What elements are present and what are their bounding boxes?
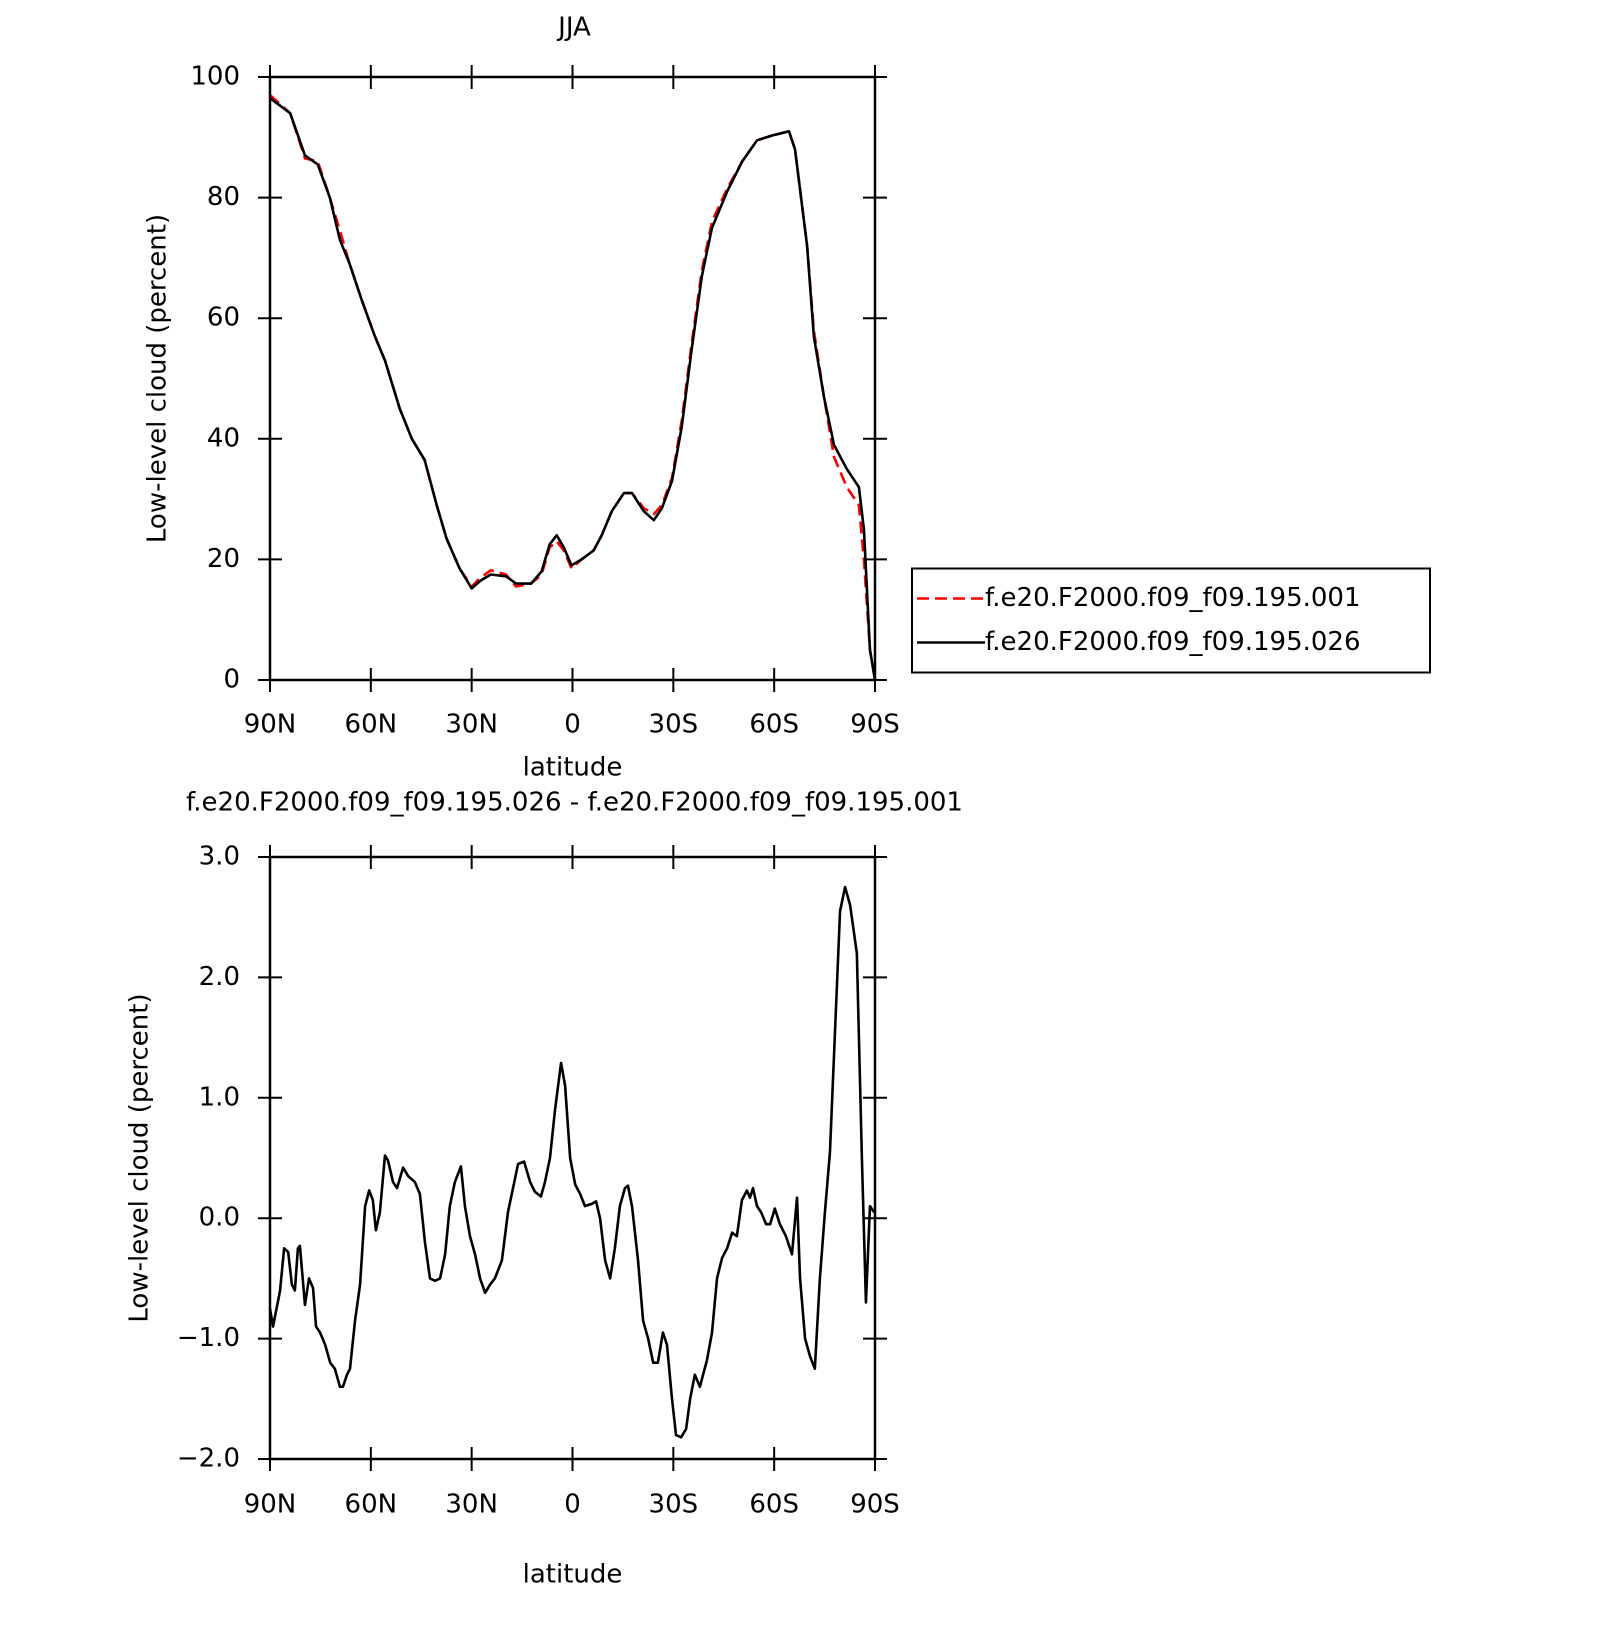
chart-title: f.e20.F2000.f09_f09.195.026 - f.e20.F200… [186,788,963,818]
legend-box [911,567,1431,674]
x-tick-label: 0 [564,1490,581,1520]
x-tick-label: 60N [345,710,398,740]
x-axis-label: latitude [523,753,623,783]
x-tick-label: 30N [445,1490,498,1520]
legend-label: f.e20.F2000.f09_f09.195.001 [985,583,1361,613]
x-tick-label: 90S [850,710,900,740]
x-tick-label: 60N [345,1490,398,1520]
y-tick-label: 2.0 [199,962,240,992]
y-tick-label: 40 [207,423,240,453]
y-tick-label: 0 [223,665,240,695]
y-tick-label: 60 [207,303,240,333]
y-tick-label: 100 [190,62,240,92]
x-tick-label: 0 [564,710,581,740]
x-tick-label: 30S [649,1490,699,1520]
x-tick-label: 90N [244,1490,297,1520]
y-tick-label: 1.0 [199,1082,240,1112]
x-tick-label: 60S [749,710,799,740]
y-tick-label: 80 [207,182,240,212]
x-axis-label: latitude [523,1560,623,1590]
data-line [268,885,876,1439]
x-tick-label: 30N [445,710,498,740]
x-tick-label: 90S [850,1490,900,1520]
chart-title: JJA [556,13,591,43]
x-tick-label: 60S [749,1490,799,1520]
y-tick-label: 0.0 [199,1203,240,1233]
x-tick-label: 30S [649,710,699,740]
plot-frame [268,75,877,682]
plot-frame [268,855,877,1461]
data-line [269,94,877,681]
legend-label: f.e20.F2000.f09_f09.195.026 [985,627,1361,657]
y-axis-label: Low-level cloud (percent) [125,993,155,1322]
x-tick-label: 90N [244,710,297,740]
y-tick-label: −2.0 [177,1444,240,1474]
y-tick-label: 20 [207,544,240,574]
data-line [269,97,877,681]
y-axis-label: Low-level cloud (percent) [143,214,173,543]
y-tick-label: −1.0 [177,1323,240,1353]
y-tick-label: 3.0 [199,842,240,872]
